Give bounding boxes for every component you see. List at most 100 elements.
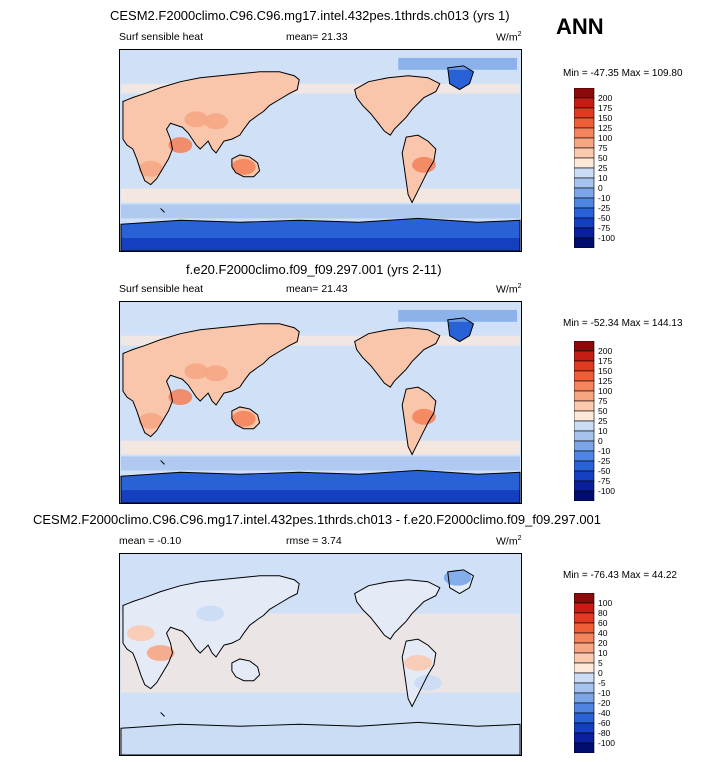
ocean-band: [120, 204, 521, 219]
colorbar-level-label: 50: [598, 153, 608, 163]
colorbar-level-label: -100: [598, 486, 615, 496]
land-hotspot: [204, 113, 228, 130]
diff-spot: [126, 625, 155, 642]
panel-1-title: CESM2.F2000climo.C96.C96.mg17.intel.432p…: [110, 8, 510, 23]
panel-1-map: [119, 49, 522, 252]
colorbar-level-label: 125: [598, 376, 612, 386]
land-fill: [122, 575, 300, 689]
colorbar-swatch: [574, 127, 595, 139]
colorbar-swatch: [574, 692, 595, 704]
land-hotspot: [412, 408, 436, 425]
coastline: [120, 217, 521, 251]
colorbar-level-label: -80: [598, 728, 611, 738]
arctic-cold: [398, 309, 518, 322]
panel-1-units: W/m2: [496, 31, 522, 44]
panel-1-mean: mean= 21.33: [286, 31, 348, 43]
coastline: [354, 327, 441, 388]
colorbar-level-label: -40: [598, 708, 611, 718]
colorbar-level-label: 50: [598, 406, 608, 416]
ocean-band: [120, 456, 521, 471]
colorbar-level-label: 25: [598, 416, 608, 426]
arctic-cold: [398, 57, 518, 70]
panel-3-title: CESM2.F2000climo.C96.C96.mg17.intel.432p…: [33, 512, 602, 527]
colorbar-swatch: [574, 360, 595, 372]
colorbar-swatch: [574, 341, 595, 352]
panel-2-minmax: Min = -52.34 Max = 144.13: [563, 318, 683, 329]
colorbar-level-label: 100: [598, 598, 612, 608]
land-fill: [354, 327, 440, 388]
land-hotspot: [184, 363, 209, 380]
colorbar-swatch: [574, 107, 595, 119]
map-canvas: [120, 50, 521, 251]
colorbar-level-label: 100: [598, 133, 612, 143]
coastline: [354, 579, 441, 640]
colorbar-level-label: -25: [598, 203, 611, 213]
colorbar-swatch: [574, 117, 595, 129]
colorbar-swatch: [574, 157, 595, 169]
coastline: [447, 65, 475, 91]
colorbar-swatch: [574, 470, 595, 482]
colorbar-level-label: 25: [598, 163, 608, 173]
coastline: [447, 317, 475, 343]
coastline: [120, 469, 521, 503]
colorbar-level-label: -60: [598, 718, 611, 728]
coastline: [160, 208, 165, 213]
land-hotspot: [168, 137, 193, 153]
colorbar-level-label: 60: [598, 618, 608, 628]
colorbar-swatch: [574, 97, 595, 109]
colorbar-level-label: 80: [598, 608, 608, 618]
antarctica-diff: [120, 722, 521, 755]
diff-spot: [404, 654, 432, 671]
land-hotspot: [231, 410, 256, 427]
colorbar-level-label: 75: [598, 143, 608, 153]
coastline: [120, 721, 521, 755]
ocean-band: [120, 440, 521, 455]
colorbar-swatch: [574, 712, 595, 724]
colorbar-swatch: [574, 450, 595, 462]
coastline: [160, 460, 165, 465]
colorbar-swatch: [574, 237, 595, 248]
colorbar-level-label: 175: [598, 356, 612, 366]
colorbar-level-label: -50: [598, 466, 611, 476]
colorbar-level-label: 200: [598, 346, 612, 356]
colorbar-level-label: -50: [598, 213, 611, 223]
panel-2-variable: Surf sensible heat: [119, 283, 204, 295]
colorbar-swatch: [574, 662, 595, 674]
colorbar-swatch: [574, 420, 595, 432]
diff-spot: [414, 674, 442, 691]
colorbar-swatch: [574, 400, 595, 412]
colorbar-swatch: [574, 642, 595, 654]
coastline: [231, 658, 261, 682]
coastline: [231, 406, 261, 430]
colorbar-level-label: 0: [598, 668, 603, 678]
colorbar-swatch: [574, 732, 595, 744]
colorbar-swatch: [574, 430, 595, 442]
colorbar-swatch: [574, 440, 595, 452]
diff-spot: [196, 605, 224, 622]
colorbar-swatch: [574, 742, 595, 753]
colorbar-swatch: [574, 88, 595, 99]
panel-3-mean: mean = -0.10: [119, 535, 182, 547]
colorbar-swatch: [574, 207, 595, 219]
coastline: [122, 323, 300, 438]
colorbar-level-label: -100: [598, 738, 615, 748]
colorbar-swatch: [574, 632, 595, 644]
colorbar-level-label: 0: [598, 436, 603, 446]
colorbar-level-label: 10: [598, 426, 608, 436]
ocean-band: [120, 83, 521, 94]
colorbar-swatch: [574, 137, 595, 149]
colorbar-level-label: 200: [598, 93, 612, 103]
colorbar-swatch: [574, 350, 595, 362]
panel-3-map: [119, 553, 522, 756]
land-hotspot: [138, 160, 163, 177]
season-label: ANN: [556, 14, 604, 39]
greenland-cold: [447, 317, 474, 342]
colorbar-swatch: [574, 612, 595, 624]
colorbar-swatch: [574, 227, 595, 239]
coastline: [401, 638, 437, 708]
panel-2-map: [119, 301, 522, 504]
panel-1-minmax: Min = -47.35 Max = 109.80: [563, 68, 683, 79]
land-fill: [354, 579, 440, 640]
